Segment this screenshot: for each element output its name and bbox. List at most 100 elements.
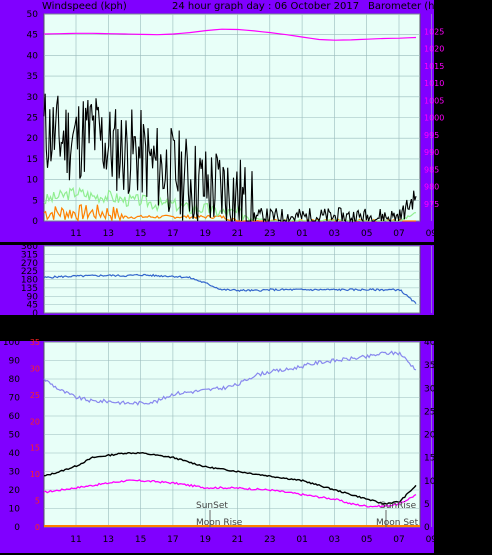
x-tick-label: 19	[199, 229, 211, 239]
windspeed-axis-title: Windspeed (kph)	[42, 1, 127, 12]
x-tick-label: 21	[232, 229, 243, 239]
humidity-y-tick: 60	[9, 412, 21, 422]
temperature-y-tick: 10	[424, 477, 436, 487]
direction-y-tick: 315	[21, 250, 38, 260]
wind-y-tick: 25	[27, 114, 38, 124]
direction-y-tick: 225	[21, 267, 38, 277]
x-tick-label: 11	[70, 229, 81, 239]
rainfall-y-tick: 25	[30, 391, 40, 400]
wind-y-tick: 50	[27, 10, 39, 20]
rainfall-y-tick: 20	[30, 417, 40, 426]
humidity-y-tick: 100	[3, 338, 20, 348]
compass-s: S	[436, 271, 443, 284]
x-tick-label: 17	[167, 535, 178, 545]
compass-w: W	[436, 255, 447, 268]
wind-y-tick: 10	[27, 176, 39, 186]
wind-gust-line	[43, 93, 417, 223]
temperature-axis-title: Temperature (°C)Dew Point (°C)	[311, 323, 471, 334]
x-tick-label: 07	[393, 229, 404, 239]
x-tick-label: 05	[361, 535, 372, 545]
humidity-y-tick: 40	[9, 449, 21, 459]
baro-y-tick: 1015	[424, 62, 444, 71]
wind-y-tick: 45	[27, 31, 38, 41]
humidity-y-tick: 30	[9, 468, 21, 478]
humidity-axis-title: Humidity (%)	[68, 323, 134, 334]
baro-y-tick: 995	[424, 131, 439, 140]
chart-title: 24 hour graph day : 06 October 2017	[172, 1, 359, 12]
humidity-y-tick: 90	[9, 357, 21, 367]
wind-y-tick: 5	[32, 196, 38, 206]
wind-y-tick: 20	[27, 134, 39, 144]
barometer-axis-title: Barometer (hpa)	[368, 1, 451, 12]
sunrise-label: SunRise	[380, 501, 417, 511]
compass-n-bottom: N	[436, 303, 444, 316]
temperature-y-tick: 30	[424, 384, 436, 394]
x-tick-label: 23	[264, 535, 275, 545]
x-tick-label: 01	[296, 229, 307, 239]
direction-y-tick: 360	[21, 242, 38, 252]
temperature-y-tick: 25	[424, 407, 435, 417]
humidity-y-tick: 10	[9, 505, 21, 515]
moonset-label: Moon Set	[376, 518, 419, 528]
temperature-y-tick: 35	[424, 361, 435, 371]
sunset-label: SunSet	[196, 501, 228, 511]
direction-y-tick: 0	[32, 309, 38, 319]
direction-y-tick: 90	[27, 292, 39, 302]
temperature-y-tick: 20	[424, 431, 436, 441]
x-tick-label: 17	[167, 229, 178, 239]
temperature-y-tick: 40	[424, 338, 436, 348]
wind-direction-line	[43, 273, 417, 305]
x-tick-label: 09	[426, 535, 438, 545]
wind-y-tick: 35	[27, 72, 38, 82]
baro-y-tick: 1020	[424, 45, 444, 54]
humidity-y-tick: 50	[9, 431, 21, 441]
direction-y-tick: 135	[21, 284, 38, 294]
baro-y-tick: 1000	[424, 114, 444, 123]
dewpoint-line	[43, 479, 417, 508]
temperature-y-tick: 0	[424, 523, 430, 533]
compass-e: E	[436, 287, 443, 300]
barometer-line	[43, 28, 417, 41]
rainfall-y-tick: 0	[35, 523, 40, 532]
direction-y-tick: 270	[21, 259, 38, 269]
temperature-y-tick: 5	[424, 500, 430, 510]
rainfall-axis-title: Rainfall (mm)	[2, 323, 70, 334]
x-tick-label: 19	[199, 535, 211, 545]
wind-y-tick: 40	[27, 51, 39, 61]
x-tick-label: 23	[264, 229, 275, 239]
humidity-y-tick: 20	[9, 486, 21, 496]
x-tick-label: 09	[426, 229, 438, 239]
rainfall-y-tick: 15	[30, 444, 40, 453]
direction-y-tick: 180	[21, 276, 38, 286]
compass-n-top: N	[436, 240, 444, 253]
humidity-line	[43, 350, 417, 406]
rainfall-y-tick: 10	[30, 470, 40, 479]
x-tick-label: 03	[329, 535, 340, 545]
humidity-y-tick: 0	[14, 523, 20, 533]
baro-y-tick: 980	[424, 183, 439, 192]
x-tick-label: 21	[232, 535, 243, 545]
rainfall-y-tick: 30	[30, 364, 40, 373]
baro-y-tick: 1010	[424, 79, 444, 88]
baro-y-tick: 1005	[424, 96, 444, 105]
x-tick-label: 05	[361, 229, 372, 239]
wind-y-tick: 0	[32, 217, 38, 227]
x-tick-label: 01	[296, 535, 307, 545]
direction-y-tick: 45	[27, 301, 38, 311]
rainfall-y-tick: 5	[35, 497, 40, 506]
x-tick-label: 13	[103, 229, 114, 239]
x-tick-label: 15	[135, 535, 146, 545]
baro-y-tick: 990	[424, 148, 439, 157]
humidity-y-tick: 70	[9, 394, 21, 404]
temperature-line	[43, 451, 417, 505]
x-tick-label: 13	[103, 535, 114, 545]
baro-y-tick: 975	[424, 200, 439, 209]
wind-y-tick: 30	[27, 93, 39, 103]
x-tick-label: 11	[70, 535, 81, 545]
wind-y-tick: 15	[27, 155, 38, 165]
humidity-y-tick: 80	[9, 375, 21, 385]
x-tick-label: 15	[135, 229, 146, 239]
baro-y-tick: 985	[424, 165, 439, 174]
moonrise-label: Moon Rise	[196, 518, 243, 528]
